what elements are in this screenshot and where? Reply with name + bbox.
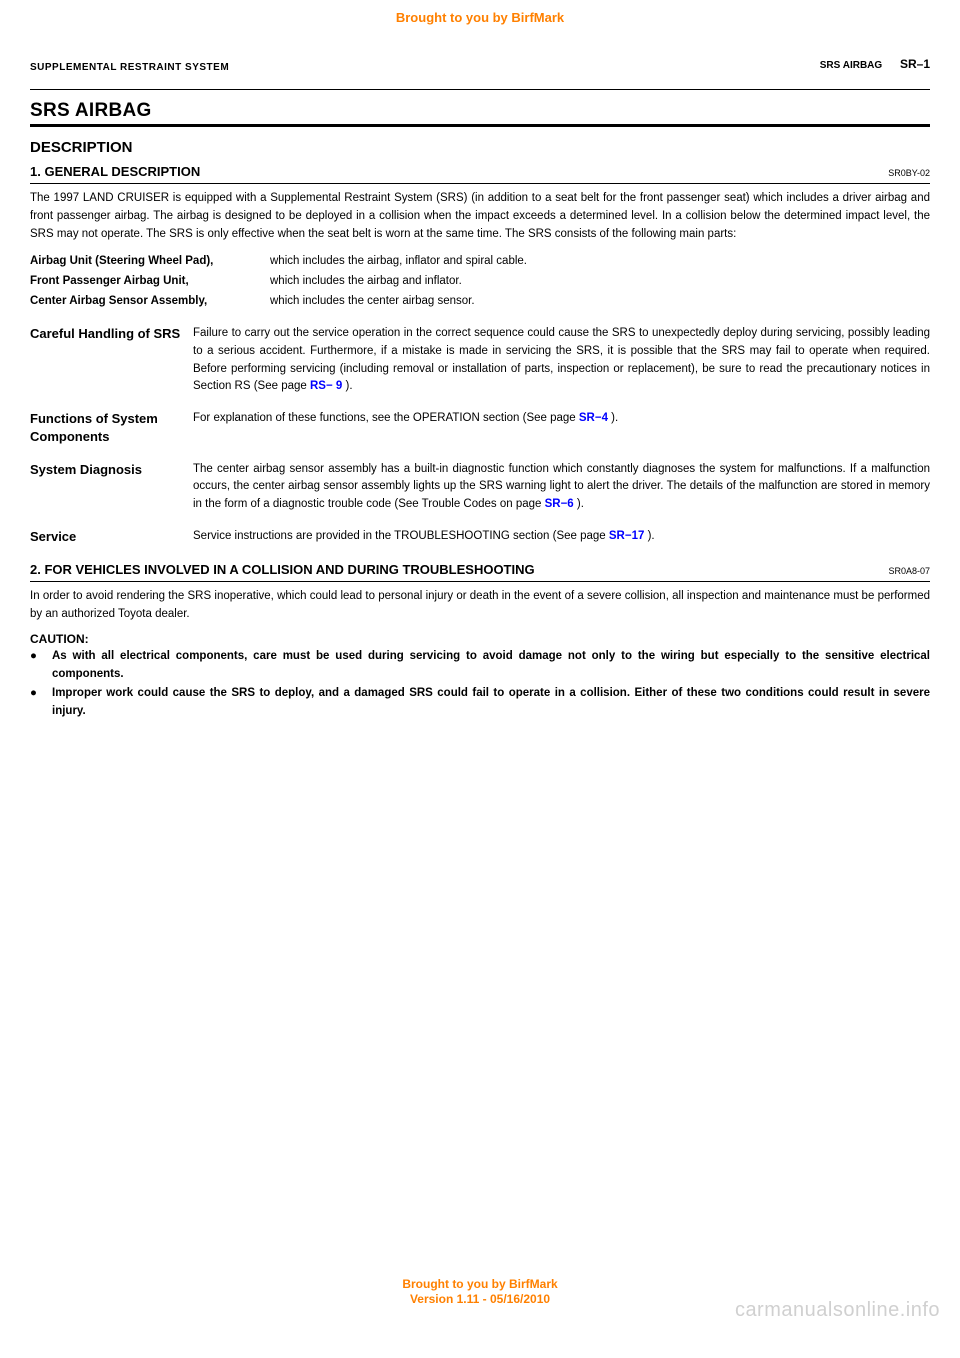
general-divider <box>30 183 930 184</box>
code-tag-general: SR0BY-02 <box>888 168 930 178</box>
footer-credit-line1: Brought to you by BirfMark <box>402 1277 557 1291</box>
general-description-text: The 1997 LAND CRUISER is equipped with a… <box>30 190 930 243</box>
header-divider <box>30 89 930 90</box>
trouble-divider <box>30 581 930 582</box>
unit-val: which includes the airbag, inflator and … <box>270 253 527 271</box>
unit-key: Center Airbag Sensor Assembly, <box>30 293 270 311</box>
section-title: SRS AIRBAG <box>30 100 930 122</box>
link-sr-4[interactable]: SR−4 <box>579 412 608 424</box>
functions-block: Functions of System Components For expla… <box>30 410 930 446</box>
careful-handling-block: Careful Handling of SRS Failure to carry… <box>30 325 930 396</box>
thick-divider <box>30 124 930 127</box>
caution-text: Improper work could cause the SRS to dep… <box>52 685 930 721</box>
footer-credit-line2: Version 1.11 - 05/16/2010 <box>410 1292 550 1306</box>
unit-row: Airbag Unit (Steering Wheel Pad), which … <box>30 253 930 271</box>
caution-item: ● As with all electrical components, car… <box>30 648 930 684</box>
trouble-heading: 2. FOR VEHICLES INVOLVED IN A COLLISION … <box>30 562 535 577</box>
diagnosis-block: System Diagnosis The center airbag senso… <box>30 461 930 514</box>
page-header: SUPPLEMENTAL RESTRAINT SYSTEM SRS AIRBAG… <box>30 55 930 77</box>
careful-handling-text: Failure to carry out the service operati… <box>193 325 930 396</box>
unit-list: Airbag Unit (Steering Wheel Pad), which … <box>30 253 930 310</box>
service-label: Service <box>30 528 185 546</box>
unit-row: Front Passenger Airbag Unit, which inclu… <box>30 273 930 291</box>
unit-key: Airbag Unit (Steering Wheel Pad), <box>30 253 270 271</box>
diagnosis-label: System Diagnosis <box>30 461 185 514</box>
code-tag-trouble: SR0A8-07 <box>888 566 930 576</box>
header-credit: Brought to you by BirfMark <box>0 10 960 25</box>
watermark: carmanualsonline.info <box>735 1299 940 1322</box>
service-text: Service instructions are provided in the… <box>193 528 930 546</box>
service-block: Service Service instructions are provide… <box>30 528 930 546</box>
unit-val: which includes the airbag and inflator. <box>270 273 462 291</box>
subsection-description: DESCRIPTION <box>30 139 133 156</box>
functions-text: For explanation of these functions, see … <box>193 410 930 446</box>
link-sr-17[interactable]: SR−17 <box>609 530 644 542</box>
careful-handling-label: Careful Handling of SRS <box>30 325 185 396</box>
header-left: SUPPLEMENTAL RESTRAINT SYSTEM <box>30 62 229 73</box>
trouble-intro-text: In order to avoid rendering the SRS inop… <box>30 588 930 624</box>
functions-label: Functions of System Components <box>30 410 185 446</box>
caution-block: CAUTION: ● As with all electrical compon… <box>30 632 930 721</box>
header-right: SRS AIRBAG SR–1 <box>820 55 930 73</box>
unit-val: which includes the center airbag sensor. <box>270 293 475 311</box>
link-rs-9[interactable]: RS− 9 <box>310 380 342 392</box>
unit-row: Center Airbag Sensor Assembly, which inc… <box>30 293 930 311</box>
header-section: SRS AIRBAG <box>820 60 882 71</box>
caution-item: ● Improper work could cause the SRS to d… <box>30 685 930 721</box>
general-heading: 1. GENERAL DESCRIPTION <box>30 164 200 179</box>
link-sr-6[interactable]: SR−6 <box>545 498 574 510</box>
bullet-icon: ● <box>30 648 52 684</box>
page-content: SUPPLEMENTAL RESTRAINT SYSTEM SRS AIRBAG… <box>30 55 930 729</box>
caution-title: CAUTION: <box>30 632 930 646</box>
page-number: SR–1 <box>900 57 930 71</box>
caution-text: As with all electrical components, care … <box>52 648 930 684</box>
bullet-icon: ● <box>30 685 52 721</box>
diagnosis-text: The center airbag sensor assembly has a … <box>193 461 930 514</box>
unit-key: Front Passenger Airbag Unit, <box>30 273 270 291</box>
